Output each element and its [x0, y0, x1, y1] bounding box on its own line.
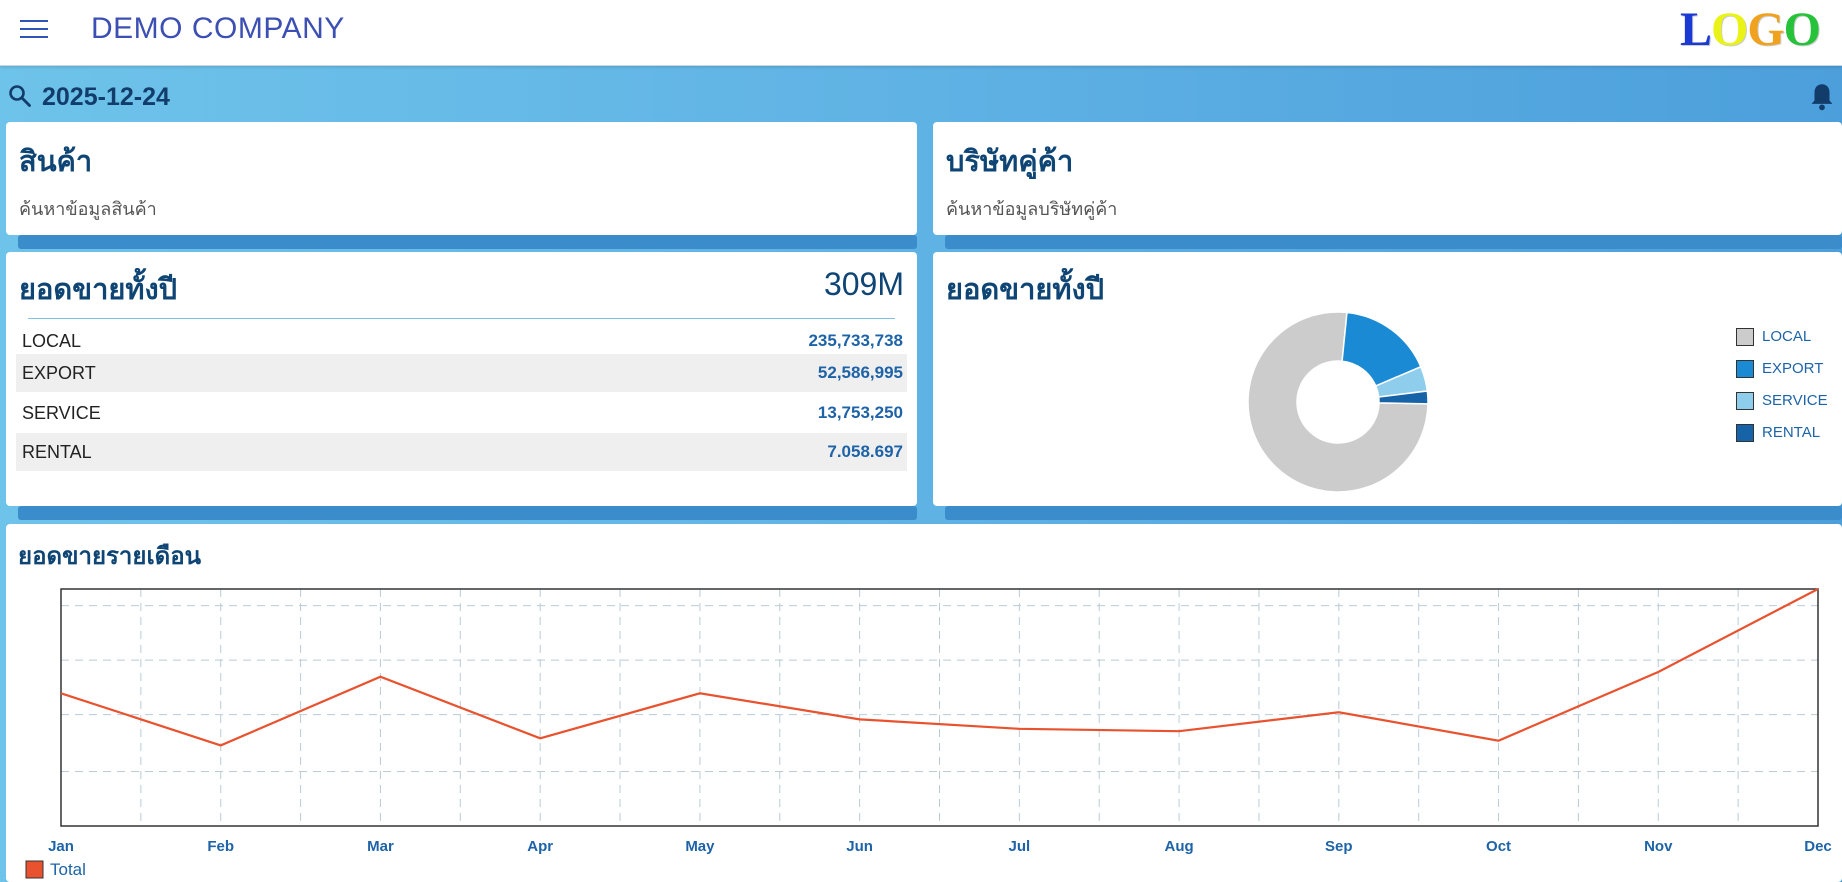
sales-row: RENTAL 7.058.697	[16, 433, 907, 471]
legend-swatch	[1736, 392, 1754, 410]
row-value: 235,733,738	[808, 331, 903, 350]
search-bar: 2025-12-24	[0, 74, 1842, 118]
card-shadow	[18, 235, 917, 249]
row-label: RENTAL	[22, 442, 92, 462]
search-icon[interactable]	[8, 84, 32, 108]
x-tick-label: Oct	[1486, 838, 1511, 855]
x-tick-label: May	[685, 838, 715, 855]
row-value: 13,753,250	[817, 403, 903, 422]
row-value: 52,586,995	[817, 363, 903, 382]
card-shadow	[945, 506, 1842, 520]
top-bar: DEMO COMPANY LOGO	[0, 0, 1842, 66]
card-shadow	[945, 235, 1842, 249]
series-line-total[interactable]	[60, 588, 1819, 747]
card-title: ยอดขายทั้งปี	[946, 274, 1105, 306]
card-shadow	[18, 506, 917, 520]
annual-pie-card: ยอดขายทั้งปี LOCAL EXPORT SERVICE RENTAL	[933, 252, 1842, 506]
card-title: ยอดขายทั้งปี	[19, 274, 178, 306]
legend-label: EXPORT	[1762, 360, 1824, 377]
x-tick-label: Jul	[1009, 838, 1031, 855]
line-chart: Jan Feb Mar Apr May Jun Jul Aug Sep Oct Nov Dec Tota…	[25, 588, 1832, 879]
sales-row: SERVICE 13,753,250	[16, 394, 907, 432]
sales-total: 309M	[823, 266, 904, 302]
x-tick-label: Mar	[367, 838, 394, 855]
x-tick-label: Jan	[48, 838, 74, 855]
x-tick-label: Apr	[527, 838, 553, 855]
sales-row: LOCAL 235,733,738	[16, 322, 907, 360]
card-subtitle: ค้นหาข้อมูลบริษัทคู่ค้า	[946, 199, 1118, 219]
x-tick-label: Jun	[846, 838, 873, 855]
company-name: DEMO COMPANY	[91, 12, 345, 45]
divider	[28, 318, 895, 319]
legend-swatch	[1736, 328, 1754, 346]
row-value: 7.058.697	[827, 442, 903, 461]
card-title: สินค้า	[19, 146, 93, 178]
pie-slice-rental[interactable]	[1377, 390, 1429, 405]
plot-area	[60, 588, 1819, 827]
x-tick-label: Sep	[1325, 838, 1353, 855]
pie-slice-local[interactable]	[1247, 311, 1429, 493]
legend-label: SERVICE	[1762, 392, 1828, 409]
legend-swatch	[25, 860, 44, 879]
legend-label[interactable]: Total	[50, 860, 86, 879]
legend-swatch	[1736, 360, 1754, 378]
partners-card[interactable]: บริษัทคู่ค้า ค้นหาข้อมูลบริษัทคู่ค้า	[933, 122, 1842, 235]
sales-row: EXPORT 52,586,995	[16, 354, 907, 392]
legend-label: LOCAL	[1762, 328, 1812, 345]
menu-icon[interactable]	[20, 20, 48, 42]
row-label: LOCAL	[22, 331, 82, 351]
x-tick-label: Dec	[1804, 838, 1832, 855]
legend-swatch	[1736, 424, 1754, 442]
bell-icon[interactable]	[1808, 82, 1836, 112]
row-label: SERVICE	[22, 403, 101, 423]
card-title: ยอดขายรายเดือน	[18, 543, 202, 570]
x-tick-label: Aug	[1165, 838, 1194, 855]
monthly-sales-card: ยอดขายรายเดือน Jan Feb Mar Apr May Jun Jul Aug S…	[6, 524, 1842, 882]
legend-label: RENTAL	[1762, 424, 1821, 441]
pie-chart	[1247, 311, 1429, 493]
row-label: EXPORT	[22, 363, 96, 383]
card-title: บริษัทคู่ค้า	[946, 146, 1074, 178]
logo: LOGO	[1679, 3, 1821, 56]
products-card[interactable]: สินค้า ค้นหาข้อมูลสินค้า	[6, 122, 917, 235]
current-date[interactable]: 2025-12-24	[42, 83, 170, 111]
x-tick-label: Feb	[207, 838, 234, 855]
annual-sales-card: ยอดขายทั้งปี 309M LOCAL 235,733,738 EXPO…	[6, 252, 917, 506]
card-subtitle: ค้นหาข้อมูลสินค้า	[19, 199, 157, 219]
x-tick-label: Nov	[1644, 838, 1673, 855]
